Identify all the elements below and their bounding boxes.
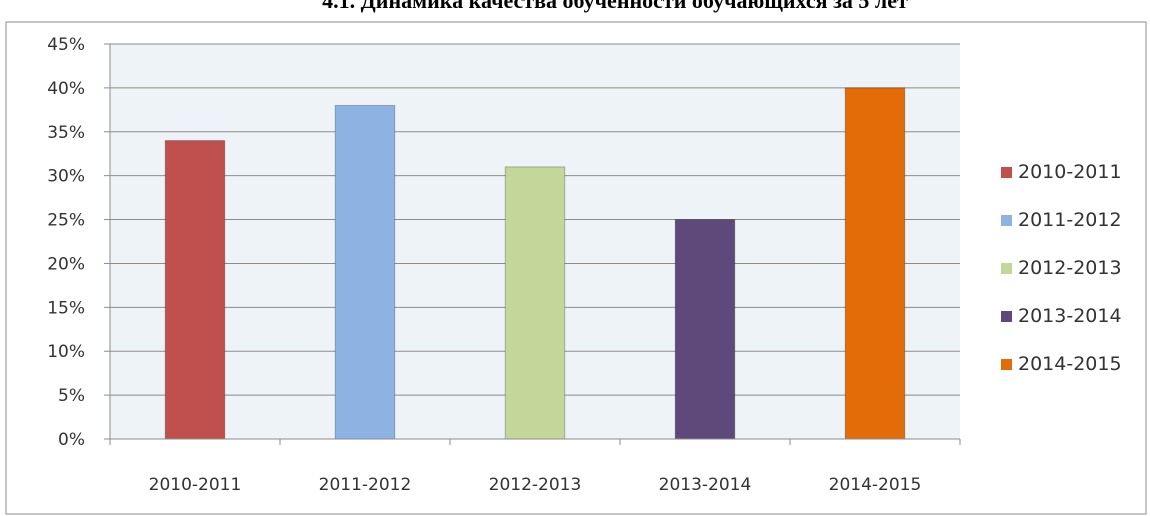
x-tick-label: 2012-2013 bbox=[489, 475, 582, 495]
legend-swatch bbox=[1001, 359, 1012, 370]
legend-label: 2010-2011 bbox=[1018, 161, 1122, 183]
y-tick-label: 20% bbox=[47, 254, 85, 274]
legend-label: 2014-2015 bbox=[1018, 353, 1122, 375]
y-tick-label: 15% bbox=[47, 298, 85, 318]
x-tick-label: 2013-2014 bbox=[659, 475, 752, 495]
y-tick-label: 30% bbox=[47, 167, 85, 187]
y-tick-label: 40% bbox=[47, 79, 85, 99]
legend-label: 2012-2013 bbox=[1018, 257, 1122, 279]
y-tick-label: 25% bbox=[47, 211, 85, 231]
y-tick-label: 0% bbox=[58, 430, 85, 450]
x-axis: 2010-2011 2011-2012 2012-2013 2013-2014 2014… bbox=[109, 438, 961, 495]
legend-label: 2013-2014 bbox=[1018, 305, 1122, 327]
bar bbox=[844, 87, 906, 440]
y-tick-label: 35% bbox=[47, 123, 85, 143]
bar bbox=[334, 104, 396, 440]
legend-swatch bbox=[1001, 263, 1012, 274]
x-tick-label: 2011-2012 bbox=[319, 475, 412, 495]
y-axis: 0% 5% 10% 15% 20% 25% 30% 35% 40% 45% bbox=[47, 35, 111, 450]
bar bbox=[504, 166, 566, 440]
bars bbox=[164, 87, 906, 440]
bar bbox=[164, 140, 226, 440]
x-tick-label: 2010-2011 bbox=[149, 475, 242, 495]
legend-swatch bbox=[1001, 167, 1012, 178]
chart-title: 4.1. Динамика качества обученности обуча… bbox=[322, 0, 908, 13]
bar bbox=[674, 219, 736, 440]
legend-swatch bbox=[1001, 215, 1012, 226]
legend-label: 2011-2012 bbox=[1018, 209, 1122, 231]
y-tick-label: 45% bbox=[47, 35, 85, 55]
legend: 2010-2011 2011-2012 2012-2013 2013-2014 2014… bbox=[1001, 161, 1122, 375]
y-tick-label: 10% bbox=[47, 342, 85, 362]
y-tick-label: 5% bbox=[58, 386, 85, 406]
x-tick-label: 2014-2015 bbox=[829, 475, 922, 495]
legend-swatch bbox=[1001, 311, 1012, 322]
